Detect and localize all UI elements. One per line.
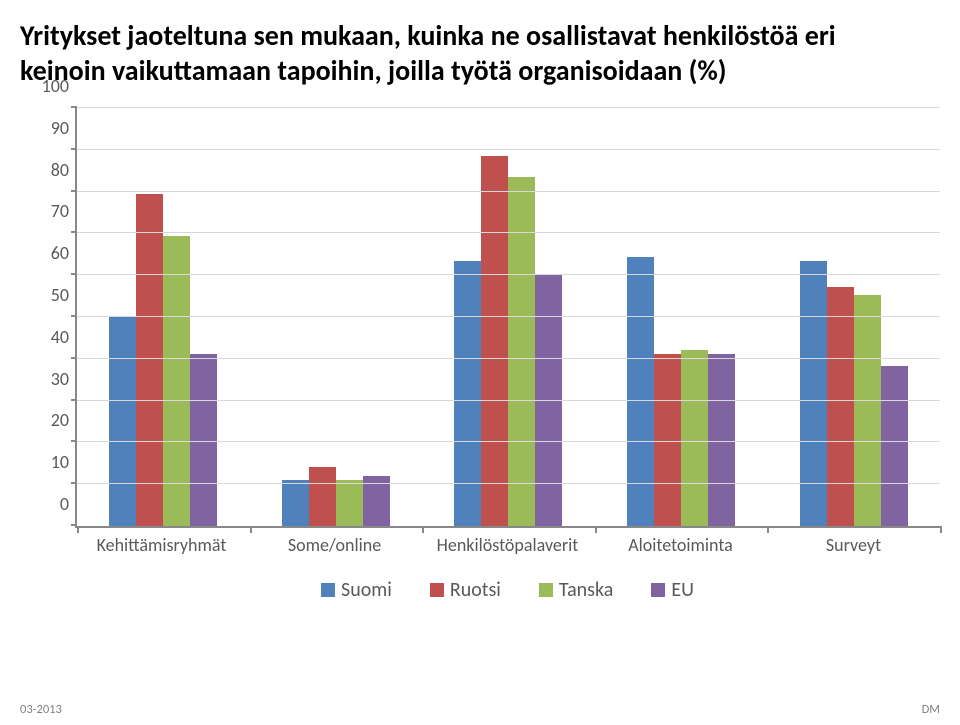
x-tick-mark	[77, 526, 79, 533]
legend: Suomi Ruotsi Tanska EU	[75, 578, 940, 602]
x-axis-labels: KehittämisryhmätSome/onlineHenkilöstöpal…	[75, 534, 940, 556]
bar	[627, 257, 654, 526]
bar	[881, 366, 908, 526]
y-tick-label: 10	[27, 451, 69, 473]
y-tick-label: 60	[27, 242, 69, 264]
title-line-2: keinoin vaikuttamaan tapoihin, joilla ty…	[20, 53, 726, 88]
bar	[681, 350, 708, 526]
grid-line	[77, 107, 940, 108]
legend-swatch	[651, 583, 665, 597]
legend-swatch	[321, 583, 335, 597]
footer-right: DM	[922, 702, 940, 717]
bar	[190, 354, 217, 526]
legend-label: Suomi	[341, 578, 392, 602]
y-tick-label: 0	[27, 493, 69, 515]
x-axis-label: Some/online	[248, 534, 421, 556]
bar	[708, 354, 735, 526]
y-tick-mark	[71, 315, 77, 317]
title-line-1: Yritykset jaoteltuna sen mukaan, kuinka …	[20, 18, 836, 53]
y-tick-mark	[71, 231, 77, 233]
grid-line	[77, 316, 940, 317]
footer-left: 03-2013	[20, 702, 62, 717]
bar-group	[250, 108, 423, 526]
bar	[481, 156, 508, 526]
legend-label: Ruotsi	[450, 578, 501, 602]
bar-groups	[77, 108, 940, 526]
y-tick-mark	[71, 440, 77, 442]
grid-line	[77, 191, 940, 192]
x-tick-mark	[422, 526, 424, 533]
grid-line	[77, 358, 940, 359]
grid-line	[77, 483, 940, 484]
bar	[109, 316, 136, 526]
x-axis-label: Kehittämisryhmät	[75, 534, 248, 556]
chart-title: Yritykset jaoteltuna sen mukaan, kuinka …	[20, 18, 940, 88]
legend-item: Suomi	[321, 578, 392, 602]
bar-group	[422, 108, 595, 526]
legend-item: Tanska	[539, 578, 613, 602]
y-tick-mark	[71, 482, 77, 484]
legend-swatch	[430, 583, 444, 597]
bar	[508, 177, 535, 526]
legend-item: Ruotsi	[430, 578, 501, 602]
bar	[282, 480, 309, 526]
bar	[309, 467, 336, 526]
grid-line	[77, 441, 940, 442]
bar-group	[77, 108, 250, 526]
y-tick-label: 50	[27, 284, 69, 306]
x-tick-mark	[250, 526, 252, 533]
y-tick-label: 30	[27, 368, 69, 390]
x-axis-label: Henkilöstöpalaverit	[421, 534, 594, 556]
plot-area: 0102030405060708090100	[75, 108, 940, 528]
y-tick-label: 20	[27, 409, 69, 431]
x-tick-mark	[595, 526, 597, 533]
y-tick-label: 100	[27, 75, 69, 97]
legend-item: EU	[651, 578, 694, 602]
footer: 03-2013 DM	[20, 702, 940, 717]
y-tick-mark	[71, 106, 77, 108]
y-tick-mark	[71, 399, 77, 401]
chart: 0102030405060708090100 KehittämisryhmätS…	[20, 108, 940, 602]
bar	[136, 194, 163, 526]
bar	[800, 261, 827, 526]
bar	[854, 295, 881, 526]
x-axis-label: Surveyt	[767, 534, 940, 556]
legend-label: EU	[671, 578, 694, 602]
bar-group	[595, 108, 768, 526]
y-tick-label: 80	[27, 159, 69, 181]
y-tick-label: 90	[27, 117, 69, 139]
bar	[827, 287, 854, 526]
y-tick-mark	[71, 357, 77, 359]
legend-swatch	[539, 583, 553, 597]
y-tick-label: 70	[27, 200, 69, 222]
y-tick-mark	[71, 190, 77, 192]
x-tick-mark	[940, 526, 942, 533]
page: Yritykset jaoteltuna sen mukaan, kuinka …	[0, 0, 960, 725]
grid-line	[77, 274, 940, 275]
x-tick-mark	[767, 526, 769, 533]
x-axis-label: Aloitetoiminta	[594, 534, 767, 556]
bar	[654, 354, 681, 526]
y-tick-mark	[71, 148, 77, 150]
grid-line	[77, 400, 940, 401]
bar	[454, 261, 481, 526]
grid-line	[77, 149, 940, 150]
bar	[336, 480, 363, 526]
y-tick-mark	[71, 273, 77, 275]
legend-label: Tanska	[559, 578, 613, 602]
bar-group	[767, 108, 940, 526]
grid-line	[77, 232, 940, 233]
y-tick-label: 40	[27, 326, 69, 348]
